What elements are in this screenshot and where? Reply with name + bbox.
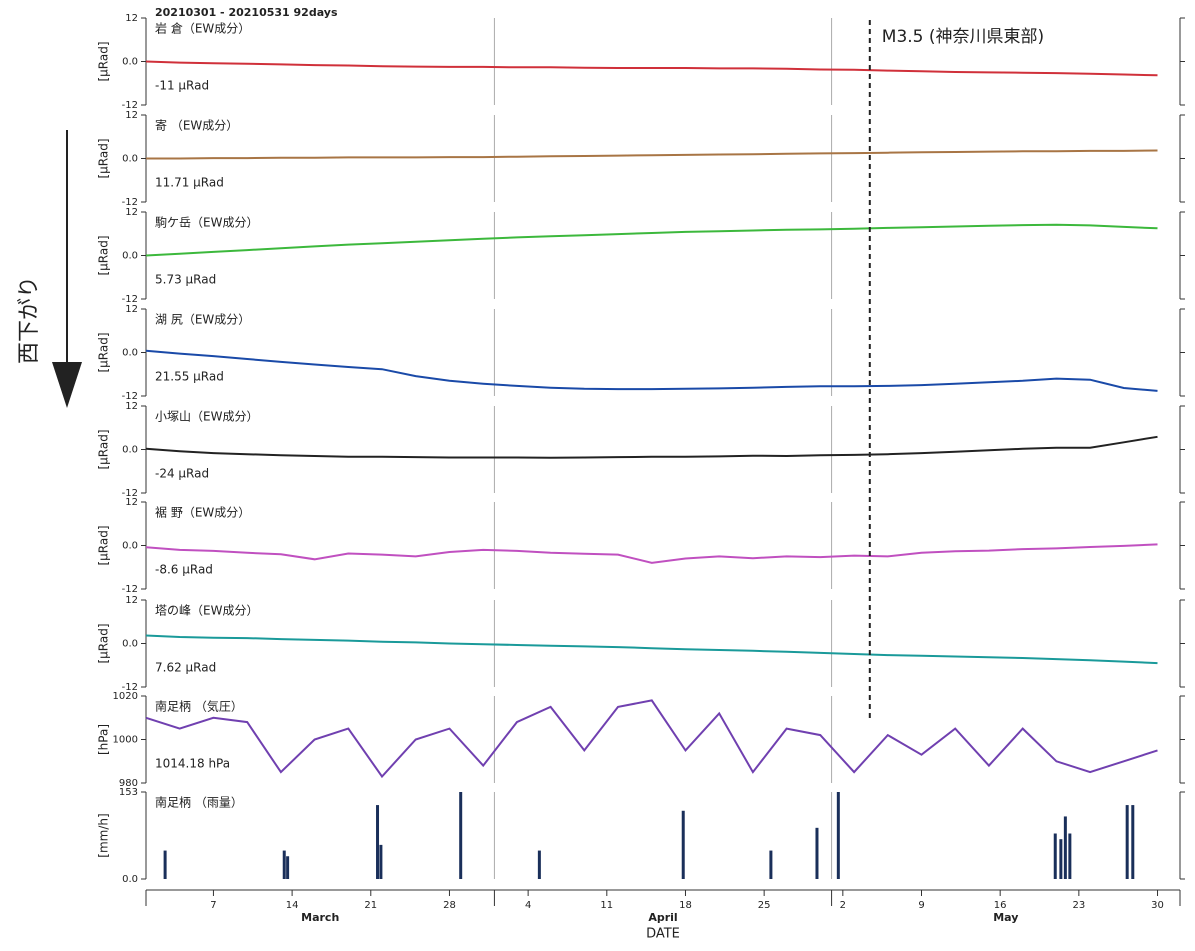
x-tick-label: 28 [443, 900, 456, 911]
panel-value: 5.73 μRad [155, 273, 216, 287]
x-tick-label: 21 [364, 900, 377, 911]
panel-value: 11.71 μRad [155, 176, 224, 190]
x-tick-label: 9 [918, 900, 924, 911]
y-axis-label: [μRad] [97, 138, 111, 178]
month-label: March [301, 911, 339, 924]
y-tick-label: -12 [122, 294, 138, 305]
panel-name: 湖 尻（EW成分） [155, 312, 250, 327]
y-axis-label: [μRad] [97, 332, 111, 372]
panel-name: 塔の峰（EW成分） [155, 604, 258, 618]
side-label: 西下がり [17, 276, 42, 364]
y-tick-label: 12 [125, 304, 138, 315]
x-tick-label: 16 [994, 900, 1007, 911]
x-tick-label: 18 [679, 900, 692, 911]
y-tick-label: 0.0 [122, 251, 138, 262]
x-tick-label: 4 [525, 900, 531, 911]
panel-name: 岩 倉（EW成分） [155, 21, 250, 36]
y-axis-label: [μRad] [97, 623, 111, 663]
panel-name: 寄 （EW成分） [155, 118, 238, 133]
month-label: April [648, 911, 677, 924]
x-tick-label: 2 [840, 900, 846, 911]
y-tick-label: 0.0 [122, 154, 138, 165]
x-tick-label: 23 [1072, 900, 1085, 911]
rain-bar [537, 850, 541, 879]
y-tick-label: -12 [122, 584, 138, 595]
rain-bar [1131, 805, 1135, 879]
y-tick-label: -12 [122, 682, 138, 693]
y-tick-label: 12 [125, 110, 138, 121]
y-tick-label: -12 [122, 197, 138, 208]
rain-bar [1125, 805, 1129, 879]
y-tick-label: 12 [125, 207, 138, 218]
rain-bar [376, 805, 380, 879]
y-tick-label: 1000 [113, 735, 138, 746]
panel-value: -24 μRad [155, 467, 209, 481]
y-tick-label: 0.0 [122, 639, 138, 650]
rain-bar [286, 856, 290, 879]
panel-value: -11 μRad [155, 79, 209, 93]
y-tick-label: 1020 [113, 691, 138, 702]
panel-value: 21.55 μRad [155, 370, 224, 384]
series-line [145, 223, 1158, 257]
panel-name: 裾 野（EW成分） [155, 505, 250, 520]
panel-name: 南足柄 （気圧） [155, 699, 243, 714]
panel-value: -8.6 μRad [155, 563, 213, 577]
x-tick-label: 14 [286, 900, 299, 911]
series-line [146, 149, 1158, 160]
series-line [145, 634, 1158, 665]
y-axis-label: [μRad] [97, 235, 111, 275]
chart-title: 20210301 - 20210531 92days [155, 6, 338, 19]
y-axis-label: [μRad] [97, 525, 111, 565]
arrow-head [52, 362, 82, 408]
rain-bar [1068, 833, 1072, 879]
rain-bar [681, 810, 685, 879]
y-tick-label: 12 [125, 13, 138, 24]
month-label: May [993, 911, 1018, 924]
y-axis-label: [μRad] [97, 429, 111, 469]
x-tick-label: 30 [1151, 900, 1164, 911]
panel-value: 1014.18 hPa [155, 757, 230, 771]
y-tick-label: 12 [125, 595, 138, 606]
rain-bar [459, 792, 463, 879]
rain-bar [163, 850, 167, 879]
series-line [145, 60, 1158, 77]
y-tick-label: 12 [125, 497, 138, 508]
series-line [145, 699, 1158, 779]
panel-name: 南足柄 （雨量） [155, 795, 243, 810]
x-tick-label: 11 [600, 900, 613, 911]
series-line [145, 543, 1158, 564]
panel-name: 駒ケ岳（EW成分） [155, 216, 258, 230]
y-axis-label: [μRad] [97, 41, 111, 81]
panel-value: 7.62 μRad [155, 661, 216, 675]
y-tick-label: 0.0 [122, 57, 138, 68]
rain-bar [379, 844, 383, 879]
rain-bar [769, 850, 773, 879]
y-tick-label: 153 [119, 787, 138, 798]
series-line [145, 349, 1158, 392]
y-tick-label: 0.0 [122, 445, 138, 456]
rain-bar [1059, 839, 1063, 879]
rain-bar [1053, 833, 1057, 879]
y-tick-label: 0.0 [122, 874, 138, 885]
x-axis-label: DATE [646, 927, 680, 942]
series-line [145, 435, 1158, 459]
y-tick-label: 12 [125, 401, 138, 412]
x-tick-label: 7 [210, 900, 216, 911]
y-tick-label: 980 [119, 778, 138, 789]
panel-name: 小塚山（EW成分） [155, 410, 258, 424]
y-tick-label: -12 [122, 100, 138, 111]
y-tick-label: -12 [122, 391, 138, 402]
y-axis-label: [hPa] [97, 724, 111, 755]
y-tick-label: -12 [122, 488, 138, 499]
y-tick-label: 0.0 [122, 541, 138, 552]
rain-bar [282, 850, 286, 879]
rain-bar [1063, 816, 1067, 879]
event-label: M3.5 (神奈川県東部) [882, 27, 1044, 47]
rain-bar [836, 792, 840, 879]
rain-bar [815, 827, 819, 879]
y-axis-label: [mm/h] [97, 813, 111, 857]
x-tick-label: 25 [758, 900, 771, 911]
y-tick-label: 0.0 [122, 348, 138, 359]
